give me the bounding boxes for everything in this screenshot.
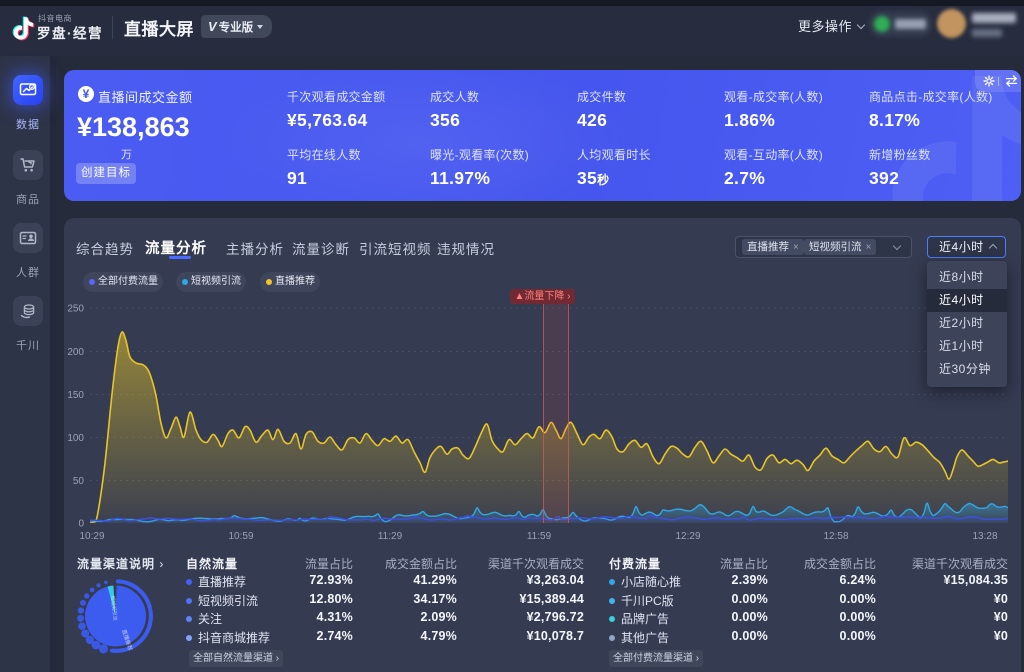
svg-text:12:58: 12:58 [823,531,848,542]
svg-text:150: 150 [67,390,84,401]
svg-text:11:29: 11:29 [378,531,403,542]
svg-text:100: 100 [67,433,84,444]
svg-text:13:28: 13:28 [972,531,997,542]
svg-text:50: 50 [73,476,85,487]
svg-text:11:59: 11:59 [527,531,552,542]
svg-text:200: 200 [67,347,84,358]
svg-text:短视频引流: 短视频引流 [109,595,119,621]
svg-text:0: 0 [78,519,84,530]
svg-text:250: 250 [67,304,84,315]
svg-text:10:29: 10:29 [79,531,104,542]
svg-text:10:59: 10:59 [228,531,253,542]
svg-text:12:29: 12:29 [675,531,700,542]
